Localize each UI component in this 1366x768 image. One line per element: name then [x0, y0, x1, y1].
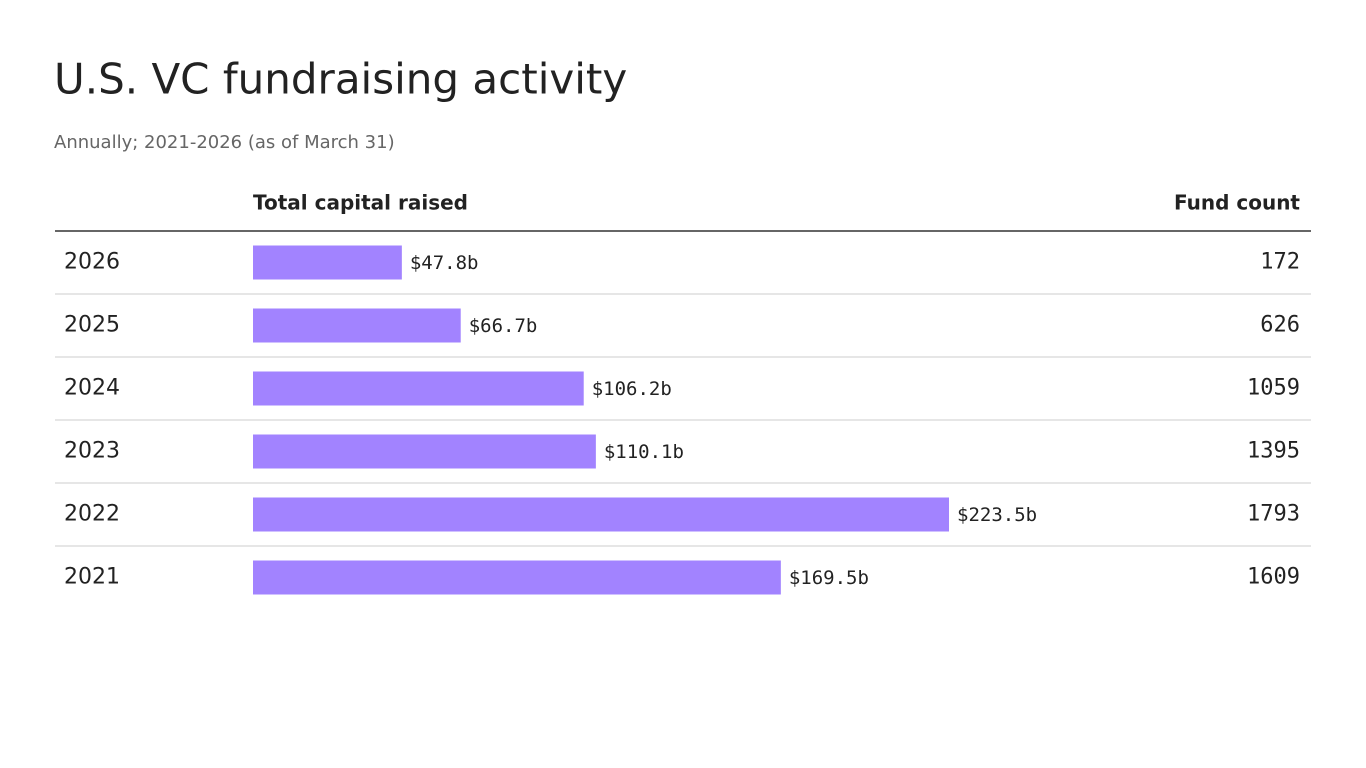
value-label: $66.7b [469, 315, 538, 337]
value-label: $169.5b [789, 567, 869, 589]
row-label: 2025 [64, 313, 120, 338]
bar [253, 497, 949, 532]
column-header: Fund count [1174, 191, 1300, 215]
fund-count: 1395 [1247, 439, 1300, 464]
value-label: $110.1b [604, 441, 684, 463]
value-label: $47.8b [410, 252, 479, 274]
fund-count: 626 [1260, 313, 1300, 338]
fund-count: 1793 [1247, 502, 1300, 527]
row-label: 2022 [64, 502, 120, 527]
row-label: 2026 [64, 250, 120, 275]
fund-count: 172 [1260, 250, 1300, 275]
row-label: 2024 [64, 376, 120, 401]
fund-count: 1059 [1247, 376, 1300, 401]
value-label: $223.5b [957, 504, 1037, 526]
bar [253, 560, 781, 595]
row-label: 2023 [64, 439, 120, 464]
fund-count: 1609 [1247, 565, 1300, 590]
column-header: Total capital raised [253, 191, 468, 215]
row-label: 2021 [64, 565, 120, 590]
bar [253, 434, 596, 469]
bar [253, 245, 402, 280]
chart-title: U.S. VC fundraising activity [54, 55, 627, 104]
value-label: $106.2b [592, 378, 672, 400]
bar [253, 308, 461, 343]
bar [253, 371, 584, 406]
chart-subtitle: Annually; 2021-2026 (as of March 31) [54, 132, 395, 153]
